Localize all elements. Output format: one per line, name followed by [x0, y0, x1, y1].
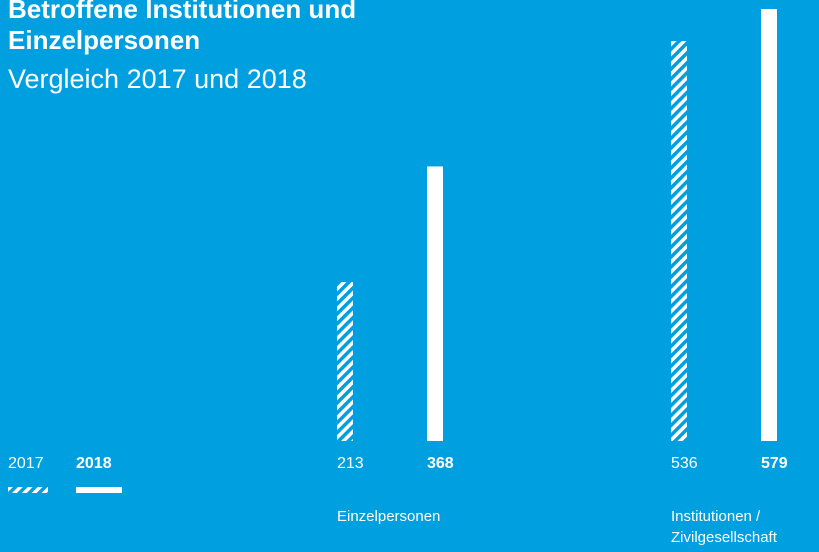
category-label: Einzelpersonen — [337, 508, 441, 525]
legend-label: 2017 — [8, 455, 44, 472]
legend-swatch — [76, 487, 122, 493]
bar — [337, 282, 353, 441]
value-label: 368 — [427, 455, 454, 472]
bar — [427, 166, 443, 441]
bar — [761, 9, 777, 441]
bar — [671, 41, 687, 442]
chart-subtitle: Vergleich 2017 und 2018 — [8, 64, 307, 94]
chart-title: Betroffene Institutionen und Einzelperso… — [8, 0, 357, 55]
value-label: 213 — [337, 455, 364, 472]
legend-swatch — [8, 487, 48, 493]
value-label: 579 — [761, 455, 788, 472]
value-label: 536 — [671, 455, 698, 472]
legend-label: 2018 — [76, 455, 112, 472]
category-label: Institutionen / Zivilgesellschaft — [671, 508, 777, 546]
